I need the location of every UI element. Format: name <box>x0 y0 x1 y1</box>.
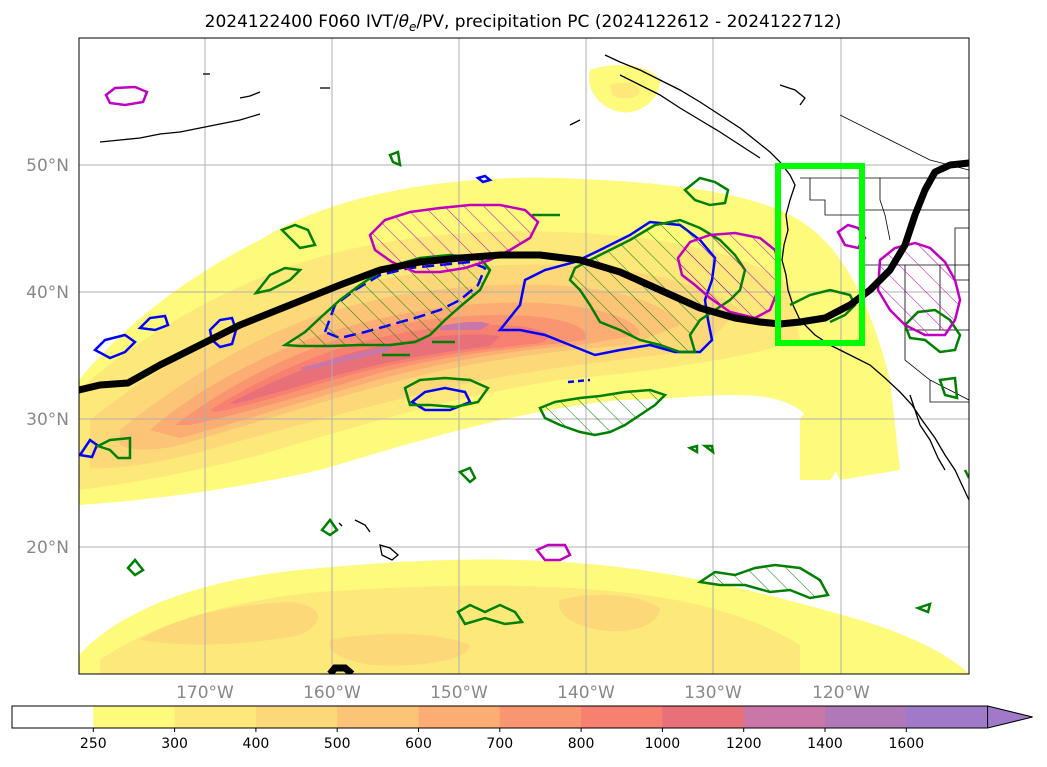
colorbar-segment <box>255 706 338 728</box>
lon-label-160w: 160°W <box>303 683 361 703</box>
colorbar-segment <box>743 706 826 728</box>
jet-axis-line <box>79 159 969 394</box>
latitude-labels: 50°N 40°N 30°N 20°N <box>26 156 69 558</box>
colorbar-segment <box>12 706 94 728</box>
longitude-labels: 170°W 160°W 150°W 140°W 130°W 120°W <box>176 683 870 703</box>
colorbar-tick-label: 800 <box>568 736 595 752</box>
colorbar-segment <box>825 706 907 728</box>
coastlines <box>99 54 969 561</box>
map-frame <box>78 37 970 675</box>
colorbar-tick-label: 1600 <box>888 736 924 752</box>
colorbar-segment <box>499 706 582 728</box>
colorbar-extend-arrow <box>987 705 1033 729</box>
map-title: 2024122400 F060 IVT/θe/PV, precipitation… <box>205 12 842 34</box>
colorbar-tick-label: 400 <box>243 736 270 752</box>
colorbar-tick-label: 1400 <box>807 736 843 752</box>
colorbar-tick-label: 250 <box>80 736 107 752</box>
colorbar-tick-label: 700 <box>486 736 513 752</box>
colorbar: 250 300 400 500 600 700 800 1000 1200 1400 1600 <box>11 705 1033 752</box>
target-region-box <box>775 163 865 346</box>
lon-label-140w: 140°W <box>557 683 615 703</box>
colorbar-segment <box>93 706 176 728</box>
lon-label-130w: 130°W <box>684 683 742 703</box>
lat-label-40n: 40°N <box>26 283 69 303</box>
colorbar-tick-label: 500 <box>324 736 351 752</box>
lat-label-50n: 50°N <box>26 156 69 176</box>
map-plot-area <box>79 38 969 674</box>
lon-label-170w: 170°W <box>176 683 234 703</box>
colorbar-tick-label: 300 <box>161 736 188 752</box>
lat-label-20n: 20°N <box>26 538 69 558</box>
lat-label-30n: 30°N <box>26 410 69 430</box>
jet-axis-south <box>327 664 355 674</box>
colorbar-segment <box>906 706 989 728</box>
political-boundaries <box>800 114 969 403</box>
colorbar-tick-label: 600 <box>405 736 432 752</box>
colorbar-segment <box>337 706 419 728</box>
graticule <box>79 38 969 674</box>
colorbar-segment <box>174 706 257 728</box>
lon-label-120w: 120°W <box>812 683 870 703</box>
colorbar-tick-label: 1000 <box>645 736 681 752</box>
lon-label-150w: 150°W <box>430 683 488 703</box>
colorbar-tick-label: 1200 <box>726 736 762 752</box>
colorbar-segment <box>662 706 745 728</box>
colorbar-segment <box>581 706 663 728</box>
colorbar-segment <box>418 706 501 728</box>
